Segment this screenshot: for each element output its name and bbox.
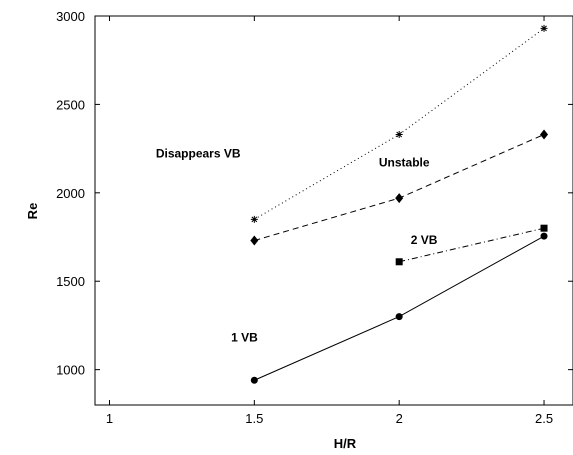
series-markers: [250, 24, 549, 384]
axis-ticks: 1 1.5 2 2.5 1000 1500 2000 2500 3000: [56, 9, 573, 426]
marker-two-vb-0: [395, 258, 403, 266]
y-axis-title: Re: [25, 203, 40, 220]
y-tick-label-3: 2500: [56, 97, 85, 112]
series-line-disappears: [254, 27, 545, 220]
series-lines: [254, 27, 545, 381]
annotation-3: 1 VB: [231, 330, 258, 344]
x-tick-label-1: 1.5: [245, 411, 263, 426]
series-line-two-vb: [399, 227, 545, 263]
marker-disappears-1: [395, 130, 403, 138]
x-tick-label-0: 1: [106, 411, 113, 426]
marker-one-vb-0: [250, 376, 258, 384]
series-line-unstable: [254, 134, 545, 242]
annotations: Disappears VB Unstable 2 VB 1 VB: [156, 146, 438, 344]
y-tick-label-4: 3000: [56, 9, 85, 24]
series-line-one-vb: [254, 235, 545, 381]
marker-two-vb-1: [540, 224, 548, 232]
marker-unstable-1: [395, 193, 404, 204]
marker-unstable-0: [250, 235, 259, 246]
marker-disappears-2: [540, 24, 548, 32]
plot-frame: [94, 15, 573, 406]
x-tick-label-3: 2.5: [535, 411, 553, 426]
marker-unstable-2: [540, 129, 549, 140]
x-axis-title: H/R: [334, 436, 357, 451]
marker-one-vb-1: [395, 313, 403, 321]
y-tick-label-2: 2000: [56, 186, 85, 201]
y-tick-label-0: 1000: [56, 363, 85, 378]
marker-disappears-0: [250, 215, 258, 223]
x-tick-label-2: 2: [396, 411, 403, 426]
annotation-1: Unstable: [379, 155, 430, 169]
annotation-0: Disappears VB: [156, 146, 241, 160]
marker-one-vb-2: [540, 232, 548, 240]
y-tick-label-1: 1500: [56, 274, 85, 289]
annotation-2: 2 VB: [411, 233, 438, 247]
